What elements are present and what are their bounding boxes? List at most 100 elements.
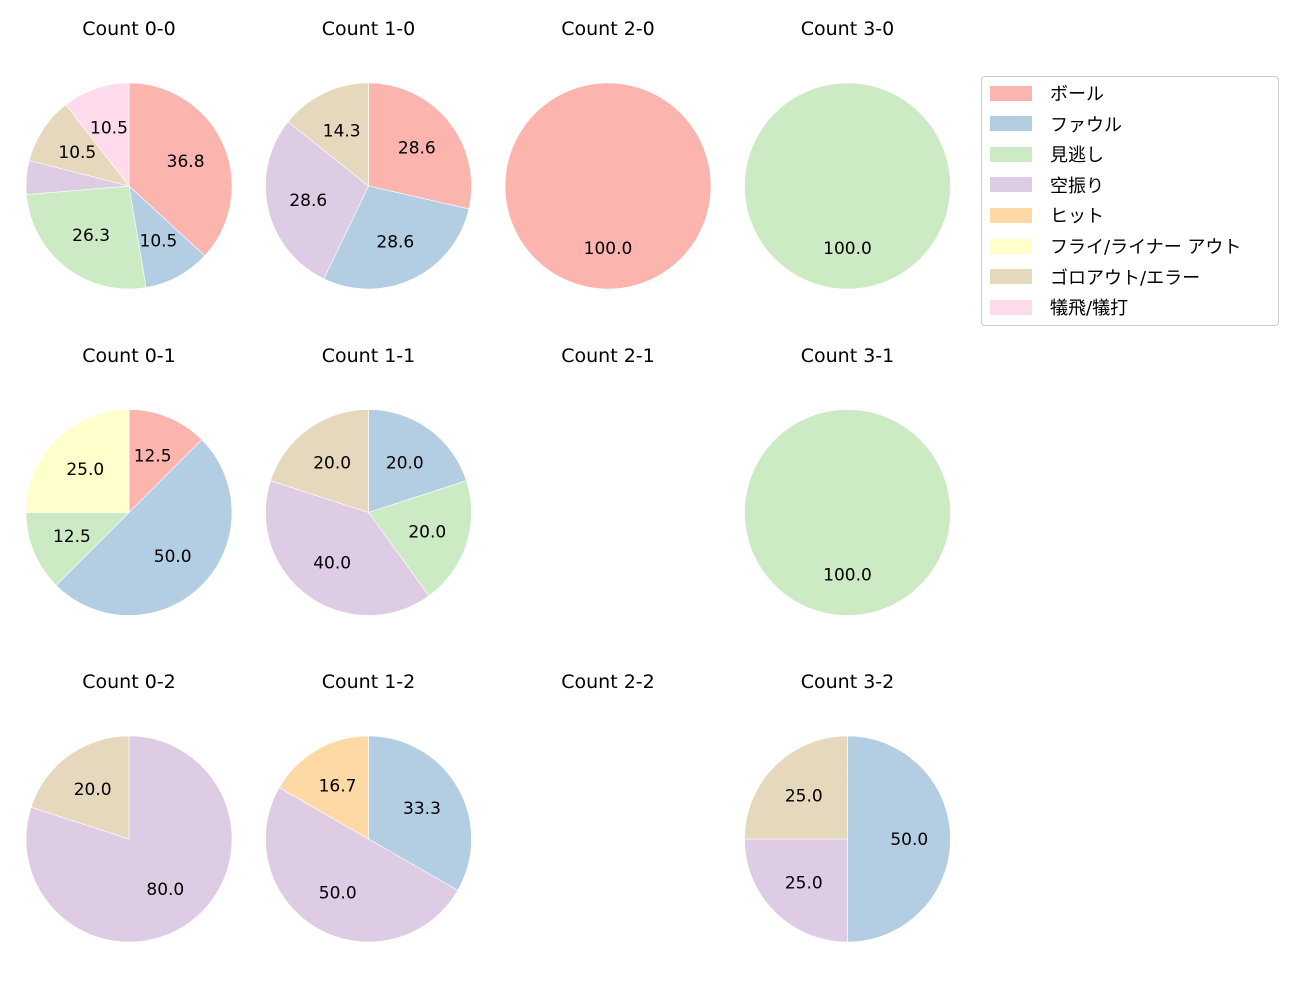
- slice-label: 100.0: [823, 239, 872, 259]
- slice-label: 50.0: [154, 547, 192, 567]
- pie-count-0-1: Count 0-1 12.5 50.0 12.5 25.0: [25, 345, 233, 616]
- pie-count-0-0: Count 0-0 36.8 10.5 26.3 10.5 10.5: [25, 18, 233, 290]
- pie-slice: [744, 735, 848, 840]
- pie-title: Count 3-2: [801, 671, 895, 693]
- slice-label: 100.0: [823, 565, 872, 585]
- pie-slice: [30, 735, 130, 840]
- slice-label: 20.0: [313, 454, 351, 474]
- pie-slice: [368, 82, 472, 210]
- legend-item: ボール: [990, 82, 1104, 105]
- pie-slice: [368, 480, 472, 597]
- legend-label: ゴロアウト/エラー: [1050, 267, 1201, 289]
- pie-slice: [265, 121, 369, 280]
- legend-swatch: [990, 177, 1032, 193]
- pie-slice: [744, 838, 848, 943]
- slice-label: 28.6: [376, 233, 414, 253]
- pie-slice: [25, 735, 233, 943]
- legend-swatch: [990, 85, 1032, 101]
- pie-slice: [323, 185, 470, 290]
- pie-title: Count 2-2: [561, 671, 655, 693]
- slice-label: 20.0: [386, 454, 424, 474]
- pie-slice: [25, 512, 130, 586]
- slice-label: 36.8: [167, 152, 205, 172]
- slice-label: 80.0: [146, 880, 184, 900]
- legend-item: ヒット: [990, 204, 1104, 228]
- pie-slice: [287, 82, 369, 187]
- pie-slice: [744, 409, 951, 616]
- pie-slice: [368, 409, 467, 513]
- slice-label: 40.0: [313, 553, 351, 573]
- slice-label: 25.0: [66, 460, 104, 480]
- pie-title: Count 2-1: [561, 345, 655, 367]
- slice-label: 14.3: [323, 121, 361, 141]
- slice-label: 10.5: [58, 143, 96, 163]
- pie-title: Count 3-0: [801, 18, 895, 40]
- pie-slice: [265, 787, 459, 943]
- legend-label: フライ/ライナー アウト: [1050, 237, 1242, 258]
- legend-item: ゴロアウト/エラー: [990, 266, 1201, 289]
- legend-swatch: [990, 238, 1032, 254]
- pie-title: Count 1-1: [322, 345, 416, 367]
- legend-item: 空振り: [990, 174, 1104, 197]
- slice-label: 28.6: [398, 138, 436, 158]
- pie-slice: [26, 185, 147, 290]
- slice-label: 100.0: [584, 239, 633, 259]
- slice-label: 25.0: [785, 874, 823, 894]
- pie-count-1-0: Count 1-0 28.6 28.6 28.6 14.3: [265, 18, 472, 290]
- pie-count-3-0: Count 3-0 100.0: [744, 18, 951, 290]
- legend: ボールファウル見逃し空振りヒットフライ/ライナー アウト ゴロアウト/エラー 犠飛/…: [981, 76, 1279, 326]
- pie-count-1-2: Count 1-2 33.3 50.0 16.7: [265, 671, 472, 943]
- pie-slice: [278, 735, 369, 840]
- pie-title: Count 1-2: [322, 671, 416, 693]
- slice-label: 50.0: [890, 830, 928, 850]
- slice-label: 50.0: [319, 884, 357, 904]
- slice-label: 20.0: [408, 523, 446, 543]
- legend-swatch: [990, 299, 1032, 315]
- pie-count-0-2: Count 0-2 80.0 20.0: [25, 671, 233, 943]
- legend-label: ボール: [1050, 84, 1104, 105]
- pie-count-2-2: Count 2-2: [561, 671, 655, 693]
- pie-slice: [265, 480, 430, 616]
- slice-label: 25.0: [785, 786, 823, 806]
- pie-count-3-1: Count 3-1 100.0: [744, 345, 951, 616]
- pie-slice: [270, 409, 369, 513]
- pie-title: Count 3-1: [801, 345, 895, 367]
- pie-slice: [55, 439, 233, 616]
- slice-label: 28.6: [289, 191, 327, 211]
- pie-title: Count 0-2: [82, 671, 176, 693]
- slice-label: 33.3: [403, 799, 441, 819]
- pie-slice: [65, 82, 130, 187]
- slice-label: 20.0: [74, 780, 112, 800]
- pie-title: Count 0-1: [82, 345, 176, 367]
- pie-slice: [504, 82, 712, 290]
- legend-item: フライ/ライナー アウト: [990, 235, 1242, 258]
- pie-count-1-1: Count 1-1 20.0 20.0 40.0 20.0: [265, 345, 472, 616]
- slice-label: 10.5: [90, 119, 128, 139]
- pie-slice: [25, 409, 130, 513]
- legend-swatch: [990, 116, 1032, 132]
- legend-label: ファウル: [1050, 114, 1122, 136]
- slice-label: 16.7: [319, 777, 357, 797]
- pie-count-3-2: Count 3-2 50.0 25.0 25.0: [744, 671, 951, 943]
- slice-label: 12.5: [134, 446, 172, 466]
- pie-count-2-0: Count 2-0 100.0: [504, 18, 712, 290]
- pie-title: Count 1-0: [322, 18, 416, 40]
- pie-slice: [128, 409, 203, 514]
- legend-item: ファウル: [990, 113, 1122, 136]
- legend-swatch: [990, 269, 1032, 285]
- slice-label: 26.3: [72, 226, 110, 246]
- pie-title: Count 0-0: [82, 18, 176, 40]
- pie-slice: [744, 82, 951, 290]
- legend-label: 犠飛/犠打: [1050, 298, 1129, 320]
- pie-slice: [368, 735, 472, 891]
- pie-slice: [128, 185, 206, 288]
- legend-swatch: [990, 207, 1032, 223]
- pie-slice: [128, 82, 233, 257]
- pie-title: Count 2-0: [561, 18, 655, 40]
- pie-count-2-1: Count 2-1: [561, 345, 655, 367]
- slice-label: 12.5: [53, 527, 91, 547]
- legend-swatch: [990, 146, 1032, 162]
- legend-label: 見逃し: [1050, 145, 1104, 167]
- legend-label: ヒット: [1050, 206, 1104, 228]
